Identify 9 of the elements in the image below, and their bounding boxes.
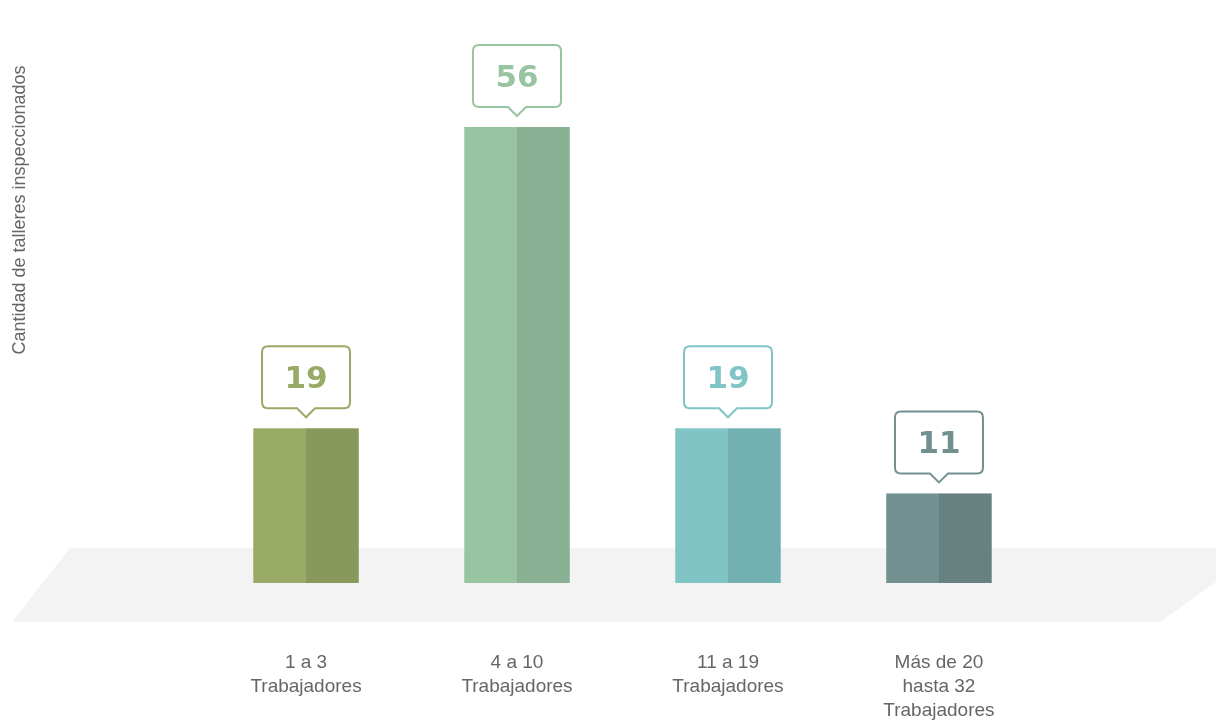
data-label: 19: [706, 359, 750, 396]
data-label: 19: [284, 359, 328, 396]
data-label: 56: [495, 58, 539, 94]
x-tick-label: 1 a 3 Trabajadores: [250, 651, 362, 696]
text: Cantidad de talleres inspeccionados: [9, 65, 29, 355]
x-tick-label: 11 a 19 Trabajadores: [672, 651, 784, 696]
x-tick-label: Más de 20 hasta 32 Trabajadores: [883, 651, 995, 720]
data-label: 11: [917, 424, 961, 461]
x-tick-label: 4 a 10 Trabajadores: [461, 651, 573, 696]
